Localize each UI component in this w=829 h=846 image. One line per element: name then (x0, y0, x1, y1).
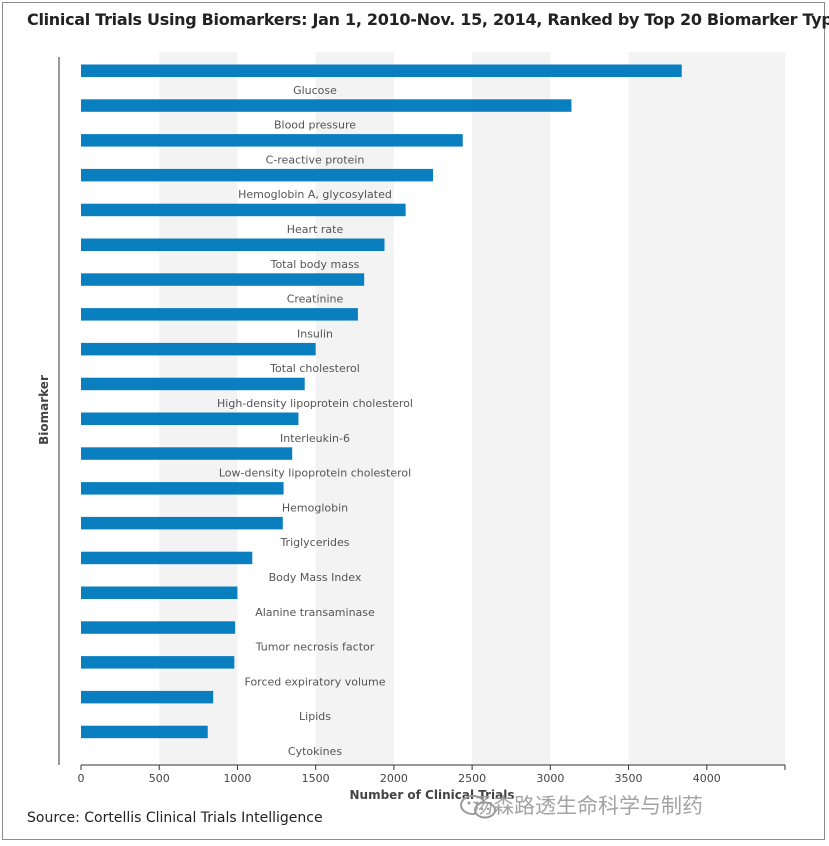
category-label: Interleukin-6 (280, 432, 350, 445)
bar (81, 482, 284, 495)
grid-band (472, 52, 551, 765)
grid-band (628, 52, 707, 765)
x-tick-label: 2500 (458, 772, 486, 785)
bar (81, 586, 238, 599)
x-tick-label: 3000 (536, 772, 564, 785)
bar (81, 516, 283, 530)
category-label: C-reactive protein (266, 153, 365, 166)
bar (81, 238, 385, 251)
category-label: Glucose (293, 84, 337, 97)
category-label: Hemoglobin A, glycosylated (238, 188, 392, 201)
bar (81, 412, 299, 425)
bar (81, 99, 572, 112)
category-label: Lipids (299, 710, 331, 723)
bar (81, 725, 208, 739)
category-label: Blood pressure (274, 119, 356, 132)
bar (81, 134, 463, 147)
category-label: Total cholesterol (269, 362, 360, 375)
bars (81, 64, 682, 739)
bar (81, 621, 236, 634)
category-label: Hemoglobin (282, 501, 348, 514)
category-label: Cytokines (288, 745, 342, 758)
bar (81, 308, 358, 321)
category-label: Total body mass (270, 258, 360, 271)
bar (81, 377, 305, 391)
category-label: Creatinine (287, 293, 344, 306)
bar (81, 203, 406, 217)
x-tick-label: 500 (149, 772, 170, 785)
category-label: Forced expiratory volume (245, 675, 386, 688)
watermark-text: 汤森路透生命科学与制药 (472, 794, 703, 818)
x-tick-label: 1500 (302, 772, 330, 785)
wechat-icon (460, 795, 496, 819)
category-label: Insulin (297, 327, 333, 340)
bar (81, 447, 293, 460)
category-label: Heart rate (287, 223, 344, 236)
y-axis-label: Biomarker (37, 375, 51, 445)
grid-band (706, 52, 785, 765)
bar (81, 656, 235, 669)
x-tick-label: 3500 (615, 772, 643, 785)
category-label: Tumor necrosis factor (255, 641, 375, 654)
axes: 0 500 1000 1500 2000 2500 3000 3500 4000 (58, 57, 786, 785)
x-tick-label: 4000 (693, 772, 721, 785)
category-label: High-density lipoprotein cholesterol (217, 397, 413, 410)
x-tick-label: 1000 (223, 772, 251, 785)
source-note: Source: Cortellis Clinical Trials Intell… (27, 810, 323, 826)
category-label: Low-density lipoprotein cholesterol (219, 467, 411, 480)
x-tick-label: 0 (78, 772, 85, 785)
bar (81, 342, 316, 356)
x-axis-label: Number of Clinical Trials (350, 788, 515, 802)
bar (81, 690, 214, 704)
bar (81, 64, 682, 77)
category-label: Alanine transaminase (255, 606, 375, 619)
chart-title: Clinical Trials Using Biomarkers: Jan 1,… (27, 10, 829, 29)
bar (81, 168, 433, 182)
bar (81, 273, 365, 286)
category-label: Body Mass Index (269, 571, 362, 584)
bar (81, 551, 253, 565)
category-labels: Glucose Blood pressure C-reactive protein H… (217, 84, 413, 758)
x-tick-label: 2000 (380, 772, 408, 785)
category-label: Triglycerides (279, 536, 349, 549)
